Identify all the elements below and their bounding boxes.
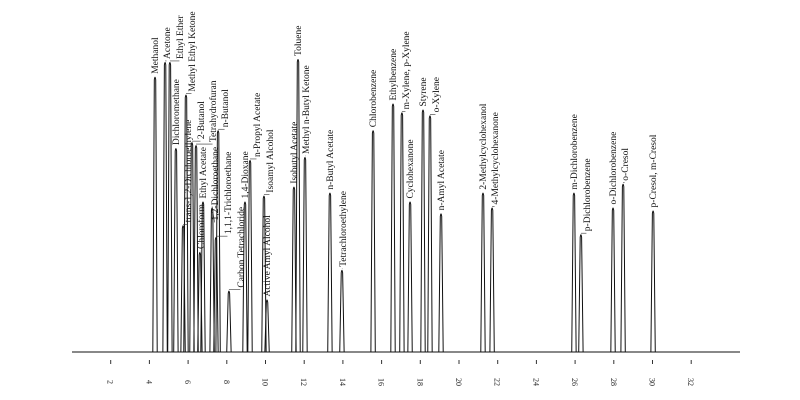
x-tick-label: 10	[261, 378, 270, 386]
peak-label: 2-Methylcyclohexanol	[479, 103, 489, 189]
x-tick-label: 4	[144, 380, 153, 384]
peak-label: Styrene	[419, 77, 429, 106]
peak	[407, 201, 413, 353]
peak-label: 1,1,1-Trichloroethane	[224, 152, 234, 235]
peak	[264, 299, 270, 353]
peak-label: Tetrachloroethylene	[339, 191, 349, 267]
peak	[480, 192, 486, 353]
peak	[438, 213, 444, 353]
peak-label: 2-Butanol	[197, 101, 207, 139]
peak	[197, 252, 203, 353]
peak-label: n-Butanol	[221, 89, 231, 127]
peak	[650, 210, 656, 353]
x-tick-label: 18	[415, 378, 424, 386]
leader-lines	[165, 60, 625, 290]
peak-label: Cyclohexanone	[406, 139, 416, 198]
peak-label: n-Amyl Acetate	[437, 150, 447, 210]
peak	[226, 290, 232, 353]
peak-label: p-Dichlorobenzene	[583, 158, 593, 231]
peak	[390, 103, 396, 353]
peak-label: Active Amyl Alcohol	[263, 215, 273, 297]
peak-label: m-Xylene, p-Xylene	[402, 31, 412, 109]
peak	[162, 61, 168, 353]
peak	[215, 130, 221, 353]
leader-line	[211, 206, 215, 223]
peak-label: Acetone	[163, 27, 173, 59]
peak-label: n-Butyl Acetate	[326, 130, 336, 190]
peak	[489, 207, 495, 353]
peak	[173, 148, 179, 353]
peak	[167, 61, 173, 353]
x-tick-label: 20	[454, 378, 463, 386]
peaks	[152, 58, 656, 353]
x-tick-label: 16	[377, 378, 386, 386]
x-tick-label: 26	[570, 378, 579, 386]
peak-label: o-Cresol	[621, 148, 631, 181]
peak	[261, 195, 267, 353]
peak	[291, 186, 297, 353]
peak-label: Ethylbenzene	[389, 49, 399, 101]
x-tick-label: 12	[299, 378, 308, 386]
peak	[189, 142, 195, 353]
peak-label: o-Dichlorobenzene	[609, 132, 619, 205]
peak-label: Carbon Tetrachloride	[237, 207, 247, 288]
x-tick-label: 24	[531, 378, 540, 386]
peak-label: Methyl n-Butyl Ketone	[302, 65, 312, 154]
peak	[183, 94, 189, 353]
x-tick-label: 30	[648, 378, 657, 386]
peak	[610, 207, 616, 353]
peak-label: 1,2-Dichloroethane	[211, 147, 221, 221]
peak-label: Isobutyl Acetate	[290, 122, 300, 184]
peak	[295, 58, 301, 353]
peak	[420, 109, 426, 353]
peak-label: Methanol	[151, 37, 161, 74]
peak	[370, 130, 376, 353]
peak-label: trans-1,2-Dichloroethylene	[184, 120, 194, 223]
x-tick-label: 8	[222, 380, 231, 384]
peak	[193, 145, 199, 353]
x-tick-label: 28	[609, 378, 618, 386]
x-tick-label: 6	[183, 380, 192, 384]
peak-label: p-Cresol, m-Cresol	[649, 134, 659, 207]
peak	[578, 234, 584, 353]
peak	[180, 225, 186, 353]
peak	[399, 112, 405, 353]
peak	[247, 159, 253, 353]
peak-label: o-Xylene	[432, 77, 442, 112]
peak-label: Tetrahydrofuran	[208, 80, 219, 142]
peak-label: Ethyl Acetate	[199, 147, 209, 198]
peak	[427, 115, 433, 353]
x-tick-label: 32	[686, 378, 695, 386]
peak-label: Methyl Ethyl Ketone	[188, 11, 198, 91]
peak-labels: Methanol Acetone Ethyl Ether Dichloromethan…	[151, 11, 659, 296]
peak-label: 1,4-Dioxane	[241, 151, 251, 198]
peak	[339, 269, 345, 353]
peak	[242, 201, 248, 353]
peak-label: Ethyl Ether	[176, 15, 186, 59]
x-tick-label: 22	[493, 378, 502, 386]
peak-label: Chlorobenzene	[369, 70, 379, 128]
peak-label: 4-Methylcyclohexanone	[491, 112, 501, 204]
peak-label: Chloroform	[196, 204, 207, 249]
x-axis: 2 4 6 8 10 12 14 16 18 20 22 24 26 28 30 32	[106, 360, 695, 386]
peak	[302, 156, 308, 353]
x-tick-label: 2	[106, 380, 115, 384]
peak	[327, 192, 333, 353]
peak-label: m-Dichlorobenzene	[570, 114, 580, 189]
peak-label: Toluene	[294, 26, 304, 56]
peak-label: n-Propyl Acetate	[253, 93, 263, 157]
peak-label: Isoamyl Alcohol	[266, 129, 276, 192]
peak	[200, 201, 206, 353]
peak	[152, 76, 158, 353]
x-tick-label: 14	[338, 378, 347, 386]
peak	[571, 192, 577, 353]
peak	[620, 183, 626, 353]
peak-label: Dichloromethane	[172, 79, 182, 145]
